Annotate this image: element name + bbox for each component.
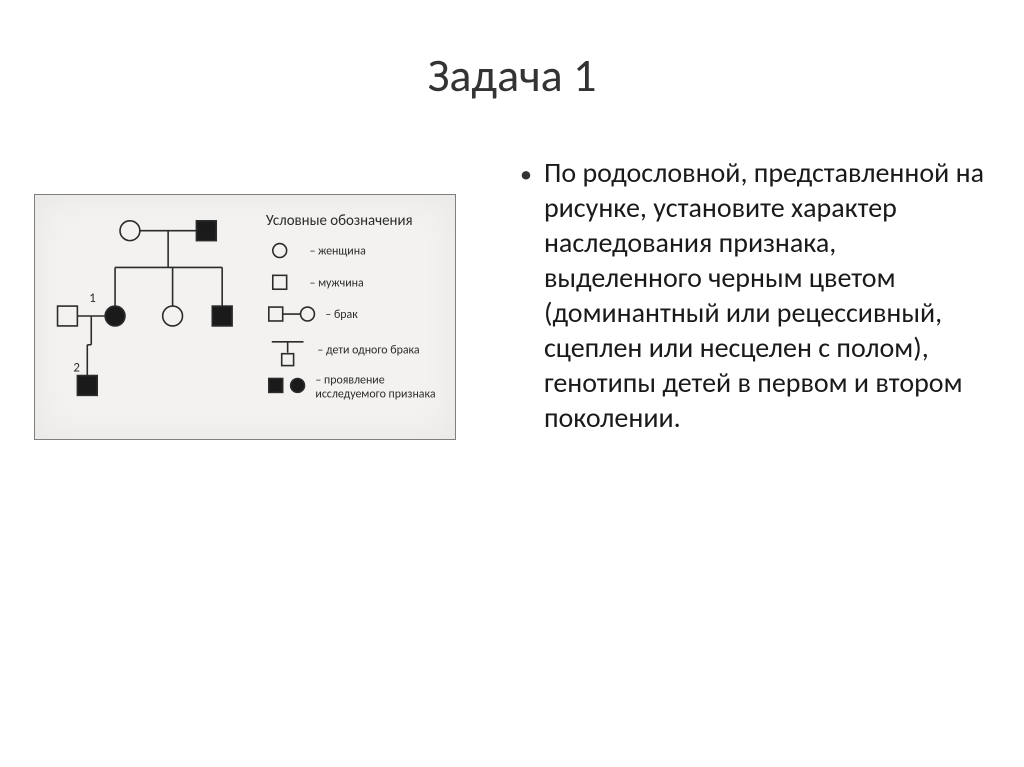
pedigree-figure: 1 2 Условные обозначения – женщина – мужчина… (34, 194, 456, 440)
legend-symbol (273, 275, 287, 289)
legend-label: – женщина (309, 245, 365, 259)
pedigree-node-II2 (105, 306, 125, 326)
legend-label: – брак (325, 308, 358, 322)
problem-text: По родословной, представленной на рисунк… (544, 155, 990, 435)
pedigree-node-II1 (58, 306, 78, 326)
legend-symbol (273, 244, 287, 258)
legend-label: – мужчина (309, 276, 363, 290)
problem-text-block: • По родословной, представленной на рису… (520, 155, 990, 435)
pedigree-node-III1 (77, 376, 97, 396)
pedigree-node-I1 (120, 221, 140, 241)
pedigree-node-I2 (196, 221, 216, 241)
generation-label: 2 (73, 361, 80, 376)
legend-symbol (269, 378, 305, 392)
legend-symbol (272, 342, 304, 366)
pedigree-node-II3 (163, 306, 183, 326)
generation-label: 1 (89, 291, 96, 306)
legend-label: исследуемого признака (315, 387, 435, 401)
legend-symbol (269, 307, 315, 321)
bullet-icon: • (520, 159, 532, 191)
legend-label: – проявление (315, 373, 384, 387)
pedigree-node-II4 (212, 306, 232, 326)
legend-heading: Условные обозначения (266, 211, 413, 229)
legend-label: – дети одного брака (317, 344, 419, 358)
slide-title: Задача 1 (0, 48, 1024, 104)
